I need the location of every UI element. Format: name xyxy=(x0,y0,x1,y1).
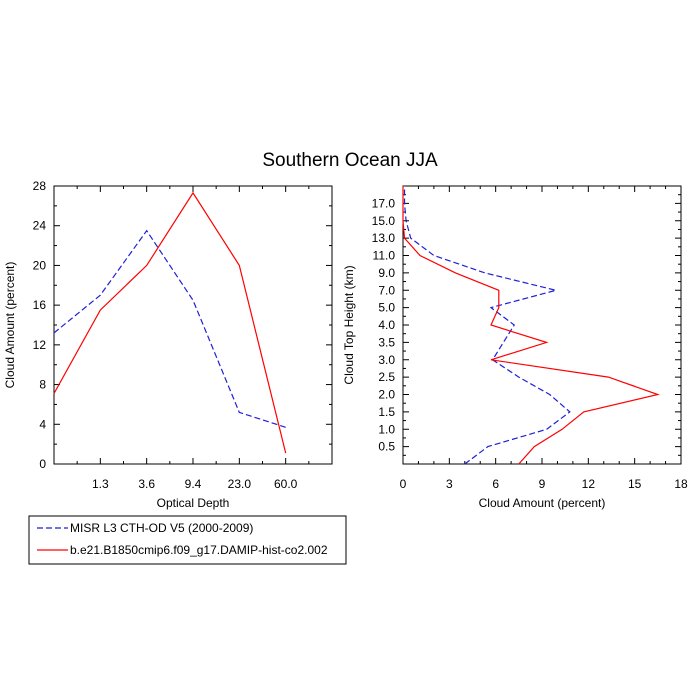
left-y-tick-label: 12 xyxy=(33,338,47,352)
right-y-tick-label: 3.0 xyxy=(378,353,395,367)
right-y-tick-label: 7.0 xyxy=(378,283,395,297)
left-y-tick-label: 20 xyxy=(33,258,47,272)
right-x-tick-label: 6 xyxy=(492,477,499,491)
right-series-group xyxy=(402,186,660,465)
optical-depth-panel: 0 4 8 12 16 20 24 28 1.3 3.6 9.4 23.0 60.0 Optical D… xyxy=(3,179,333,510)
legend-box xyxy=(28,515,347,565)
right-x-tick-label: 3 xyxy=(446,477,453,491)
right-y-tick-label: 17.0 xyxy=(372,196,396,210)
legend: MISR L3 CTH-OD V5 (2000-2009) b.e21.B185… xyxy=(28,515,347,565)
right-y-tick-label: 13.0 xyxy=(372,231,396,245)
chart-title: Southern Ocean JJA xyxy=(262,150,438,171)
left-x-tick-label: 1.3 xyxy=(92,477,109,491)
left-x-tick-label: 60.0 xyxy=(274,477,298,491)
left-x-tick-label: 23.0 xyxy=(228,477,252,491)
right-y-tick-label: 9.0 xyxy=(378,266,395,280)
right-y-axis-label: Cloud Top Height (km) xyxy=(342,265,356,384)
right-y-tick-label: 1.5 xyxy=(378,405,395,419)
left-axis-ticks: 0 4 8 12 16 20 24 28 1.3 3.6 9.4 23.0 60.0 xyxy=(33,179,332,491)
right-x-tick-label: 12 xyxy=(582,477,596,491)
legend-label-misr: MISR L3 CTH-OD V5 (2000-2009) xyxy=(70,521,253,535)
right-x-tick-label: 9 xyxy=(539,477,546,491)
left-x-tick-label: 9.4 xyxy=(185,477,202,491)
left-y-tick-label: 8 xyxy=(39,378,46,392)
right-x-axis-label: Cloud Amount (percent) xyxy=(479,496,606,510)
left-series-misr-line xyxy=(53,229,286,428)
right-y-tick-label: 11.0 xyxy=(373,249,396,263)
right-axis-ticks: 0 3 6 9 12 15 18 0.5 1.0 1.5 2.0 2.5 3.0 3.5 4.0 5.0 7.0… xyxy=(372,186,688,491)
right-y-tick-label: 5.0 xyxy=(378,301,395,315)
left-x-tick-label: 3.6 xyxy=(138,477,155,491)
right-y-tick-label: 3.5 xyxy=(378,335,395,349)
left-y-tick-label: 28 xyxy=(33,179,47,193)
cloud-top-height-panel: 0 3 6 9 12 15 18 0.5 1.0 1.5 2.0 2.5 3.0 3.5 4.0 5.0 7.0… xyxy=(342,185,688,510)
left-x-axis-label: Optical Depth xyxy=(157,496,230,510)
right-y-tick-label: 2.0 xyxy=(378,388,395,402)
right-y-tick-label: 1.0 xyxy=(378,422,395,436)
left-series-group xyxy=(53,191,287,454)
left-plot-frame xyxy=(53,185,333,465)
legend-label-model: b.e21.B1850cmip6.f09_g17.DAMIP-hist-co2.… xyxy=(70,543,328,557)
right-y-tick-label: 0.5 xyxy=(378,440,395,454)
right-series-model-line xyxy=(402,186,660,465)
right-x-tick-label: 18 xyxy=(674,477,688,491)
right-y-tick-label: 4.0 xyxy=(378,318,395,332)
left-y-tick-label: 0 xyxy=(39,457,46,471)
right-x-tick-label: 15 xyxy=(628,477,642,491)
right-series-misr-line xyxy=(403,186,571,465)
left-y-axis-label: Cloud Amount (percent) xyxy=(3,262,17,389)
right-y-tick-label: 15.0 xyxy=(372,214,396,228)
left-series-model-line xyxy=(53,191,287,454)
right-y-tick-label: 2.5 xyxy=(378,370,395,384)
left-y-tick-label: 24 xyxy=(33,219,47,233)
right-plot-frame xyxy=(402,185,682,465)
left-y-tick-label: 16 xyxy=(33,298,47,312)
right-x-tick-label: 0 xyxy=(400,477,407,491)
left-y-tick-label: 4 xyxy=(39,417,46,431)
